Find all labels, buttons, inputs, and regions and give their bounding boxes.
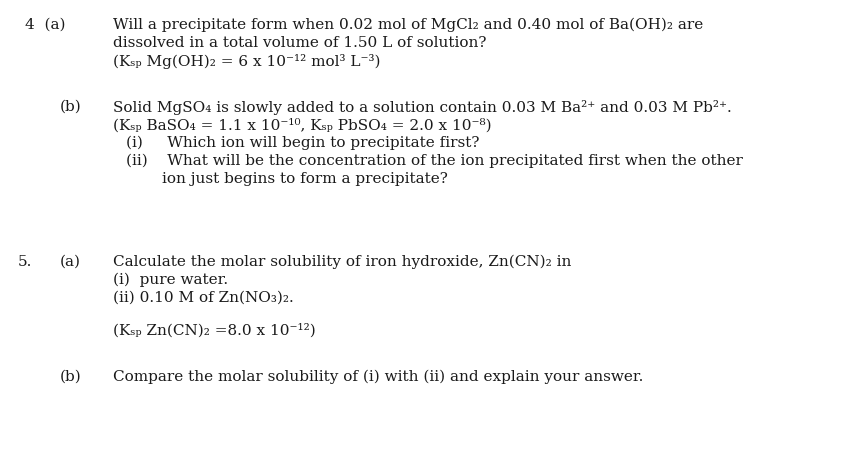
Text: (ii) 0.10 M of Zn(NO₃)₂.: (ii) 0.10 M of Zn(NO₃)₂. <box>112 291 293 304</box>
Text: (Kₛₚ BaSO₄ = 1.1 x 10⁻¹⁰, Kₛₚ PbSO₄ = 2.0 x 10⁻⁸): (Kₛₚ BaSO₄ = 1.1 x 10⁻¹⁰, Kₛₚ PbSO₄ = 2.… <box>112 118 491 132</box>
Text: (i)     Which ion will begin to precipitate first?: (i) Which ion will begin to precipitate … <box>126 136 479 150</box>
Text: (ii)    What will be the concentration of the ion precipitated first when the ot: (ii) What will be the concentration of t… <box>126 154 742 168</box>
Text: (a): (a) <box>60 254 81 269</box>
Text: Calculate the molar solubility of iron hydroxide, Zn(CN)₂ in: Calculate the molar solubility of iron h… <box>112 254 571 269</box>
Text: (Kₛₚ Mg(OH)₂ = 6 x 10⁻¹² mol³ L⁻³): (Kₛₚ Mg(OH)₂ = 6 x 10⁻¹² mol³ L⁻³) <box>112 54 380 69</box>
Text: (Kₛₚ Zn(CN)₂ =8.0 x 10⁻¹²): (Kₛₚ Zn(CN)₂ =8.0 x 10⁻¹²) <box>112 322 315 336</box>
Text: ion just begins to form a precipitate?: ion just begins to form a precipitate? <box>162 172 447 185</box>
Text: Will a precipitate form when 0.02 mol of MgCl₂ and 0.40 mol of Ba(OH)₂ are: Will a precipitate form when 0.02 mol of… <box>112 18 702 32</box>
Text: (i)  pure water.: (i) pure water. <box>112 272 227 287</box>
Text: (b): (b) <box>60 369 82 383</box>
Text: (b): (b) <box>60 100 82 114</box>
Text: 5.: 5. <box>18 254 32 269</box>
Text: Solid MgSO₄ is slowly added to a solution contain 0.03 M Ba²⁺ and 0.03 M Pb²⁺.: Solid MgSO₄ is slowly added to a solutio… <box>112 100 731 115</box>
Text: 4  (a): 4 (a) <box>25 18 66 32</box>
Text: Compare the molar solubility of (i) with (ii) and explain your answer.: Compare the molar solubility of (i) with… <box>112 369 642 384</box>
Text: dissolved in a total volume of 1.50 L of solution?: dissolved in a total volume of 1.50 L of… <box>112 36 486 50</box>
